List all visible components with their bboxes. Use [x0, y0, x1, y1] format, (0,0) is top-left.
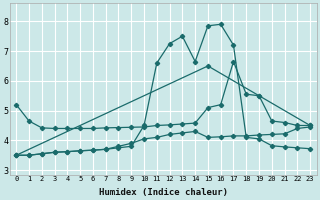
X-axis label: Humidex (Indice chaleur): Humidex (Indice chaleur)	[99, 188, 228, 197]
